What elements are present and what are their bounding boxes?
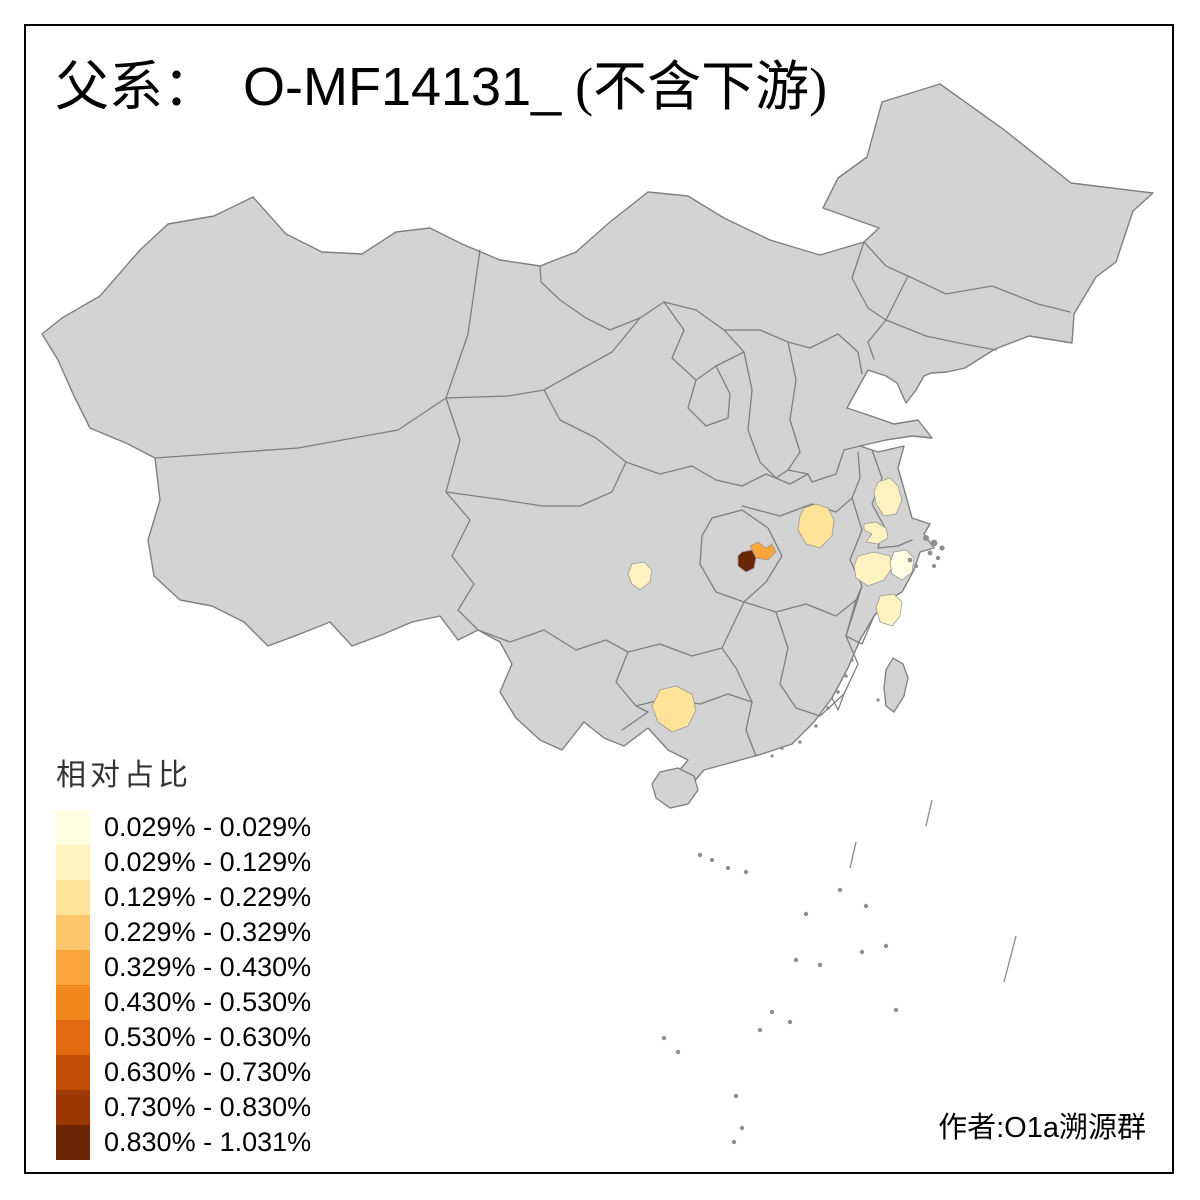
title-prefix: 父系：: [55, 57, 217, 117]
legend-row: 0.029% - 0.129%: [56, 845, 311, 880]
legend-label: 0.730% - 0.830%: [104, 1092, 312, 1122]
legend-swatch-icon: [56, 950, 90, 985]
legend-label: 0.329% - 0.430%: [104, 952, 312, 982]
south-china-sea-islands: [661, 799, 1017, 1145]
map-region-northwest-hubei: [797, 503, 835, 549]
map-region-west-hubei: [749, 541, 777, 561]
page-title: 父系： O-MF14131_ (不含下游): [55, 57, 828, 117]
taiwan-island: [883, 657, 909, 713]
title-haplogroup: O-MF14131_: [243, 57, 562, 117]
china-mainland: [41, 83, 1154, 785]
map-region-central-sichuan: [627, 561, 653, 591]
legend-row: 0.229% - 0.329%: [56, 915, 311, 950]
map-region-coastal-jiangsu: [873, 477, 903, 517]
legend-swatch-icon: [56, 1055, 90, 1090]
legend-row: 0.430% - 0.530%: [56, 985, 311, 1020]
coastal-islets: [770, 535, 945, 758]
legend-label: 0.029% - 0.029%: [104, 812, 312, 842]
legend-swatch-icon: [56, 880, 90, 915]
legend-swatch-icon: [56, 915, 90, 950]
map-region-central-jiangsu: [863, 521, 889, 545]
map-region-central-guangxi: [651, 685, 697, 733]
islands: [651, 535, 1017, 1145]
map-region-northeast-zhejiang: [889, 549, 915, 581]
legend: 相对占比 0.029% - 0.029% 0.029% - 0.129% 0.1…: [56, 750, 311, 1160]
legend-row: 0.029% - 0.029%: [56, 810, 311, 845]
legend-swatch-icon: [56, 1090, 90, 1125]
hainan-island: [651, 767, 699, 809]
legend-row: 0.530% - 0.630%: [56, 1020, 311, 1055]
legend-label: 0.530% - 0.630%: [104, 1022, 312, 1052]
legend-row: 0.129% - 0.229%: [56, 880, 311, 915]
legend-label: 0.029% - 0.129%: [104, 847, 312, 877]
legend-swatch-icon: [56, 1125, 90, 1160]
legend-label: 0.430% - 0.530%: [104, 987, 312, 1017]
legend-swatch-icon: [56, 845, 90, 880]
legend-swatch-icon: [56, 985, 90, 1020]
map-region-east-zhejiang: [875, 593, 903, 627]
legend-row: 0.630% - 0.730%: [56, 1055, 311, 1090]
legend-label: 0.229% - 0.329%: [104, 917, 312, 947]
legend-title: 相对占比: [56, 759, 192, 792]
choropleth-regions: [627, 477, 915, 733]
title-suffix: (不含下游): [575, 57, 828, 117]
legend-label: 0.630% - 0.730%: [104, 1057, 312, 1087]
legend-label: 0.830% - 1.031%: [104, 1127, 312, 1157]
legend-row: 0.830% - 1.031%: [56, 1125, 311, 1160]
legend-swatch-icon: [56, 810, 90, 845]
author-credit: 作者:O1a溯源群: [938, 1112, 1146, 1144]
legend-row: 0.730% - 0.830%: [56, 1090, 311, 1125]
legend-label: 0.129% - 0.229%: [104, 882, 312, 912]
map-region-southwest-hubei: [737, 549, 757, 573]
legend-swatch-icon: [56, 1020, 90, 1055]
map-region-north-zhejiang: [853, 551, 893, 587]
legend-row: 0.329% - 0.430%: [56, 950, 311, 985]
